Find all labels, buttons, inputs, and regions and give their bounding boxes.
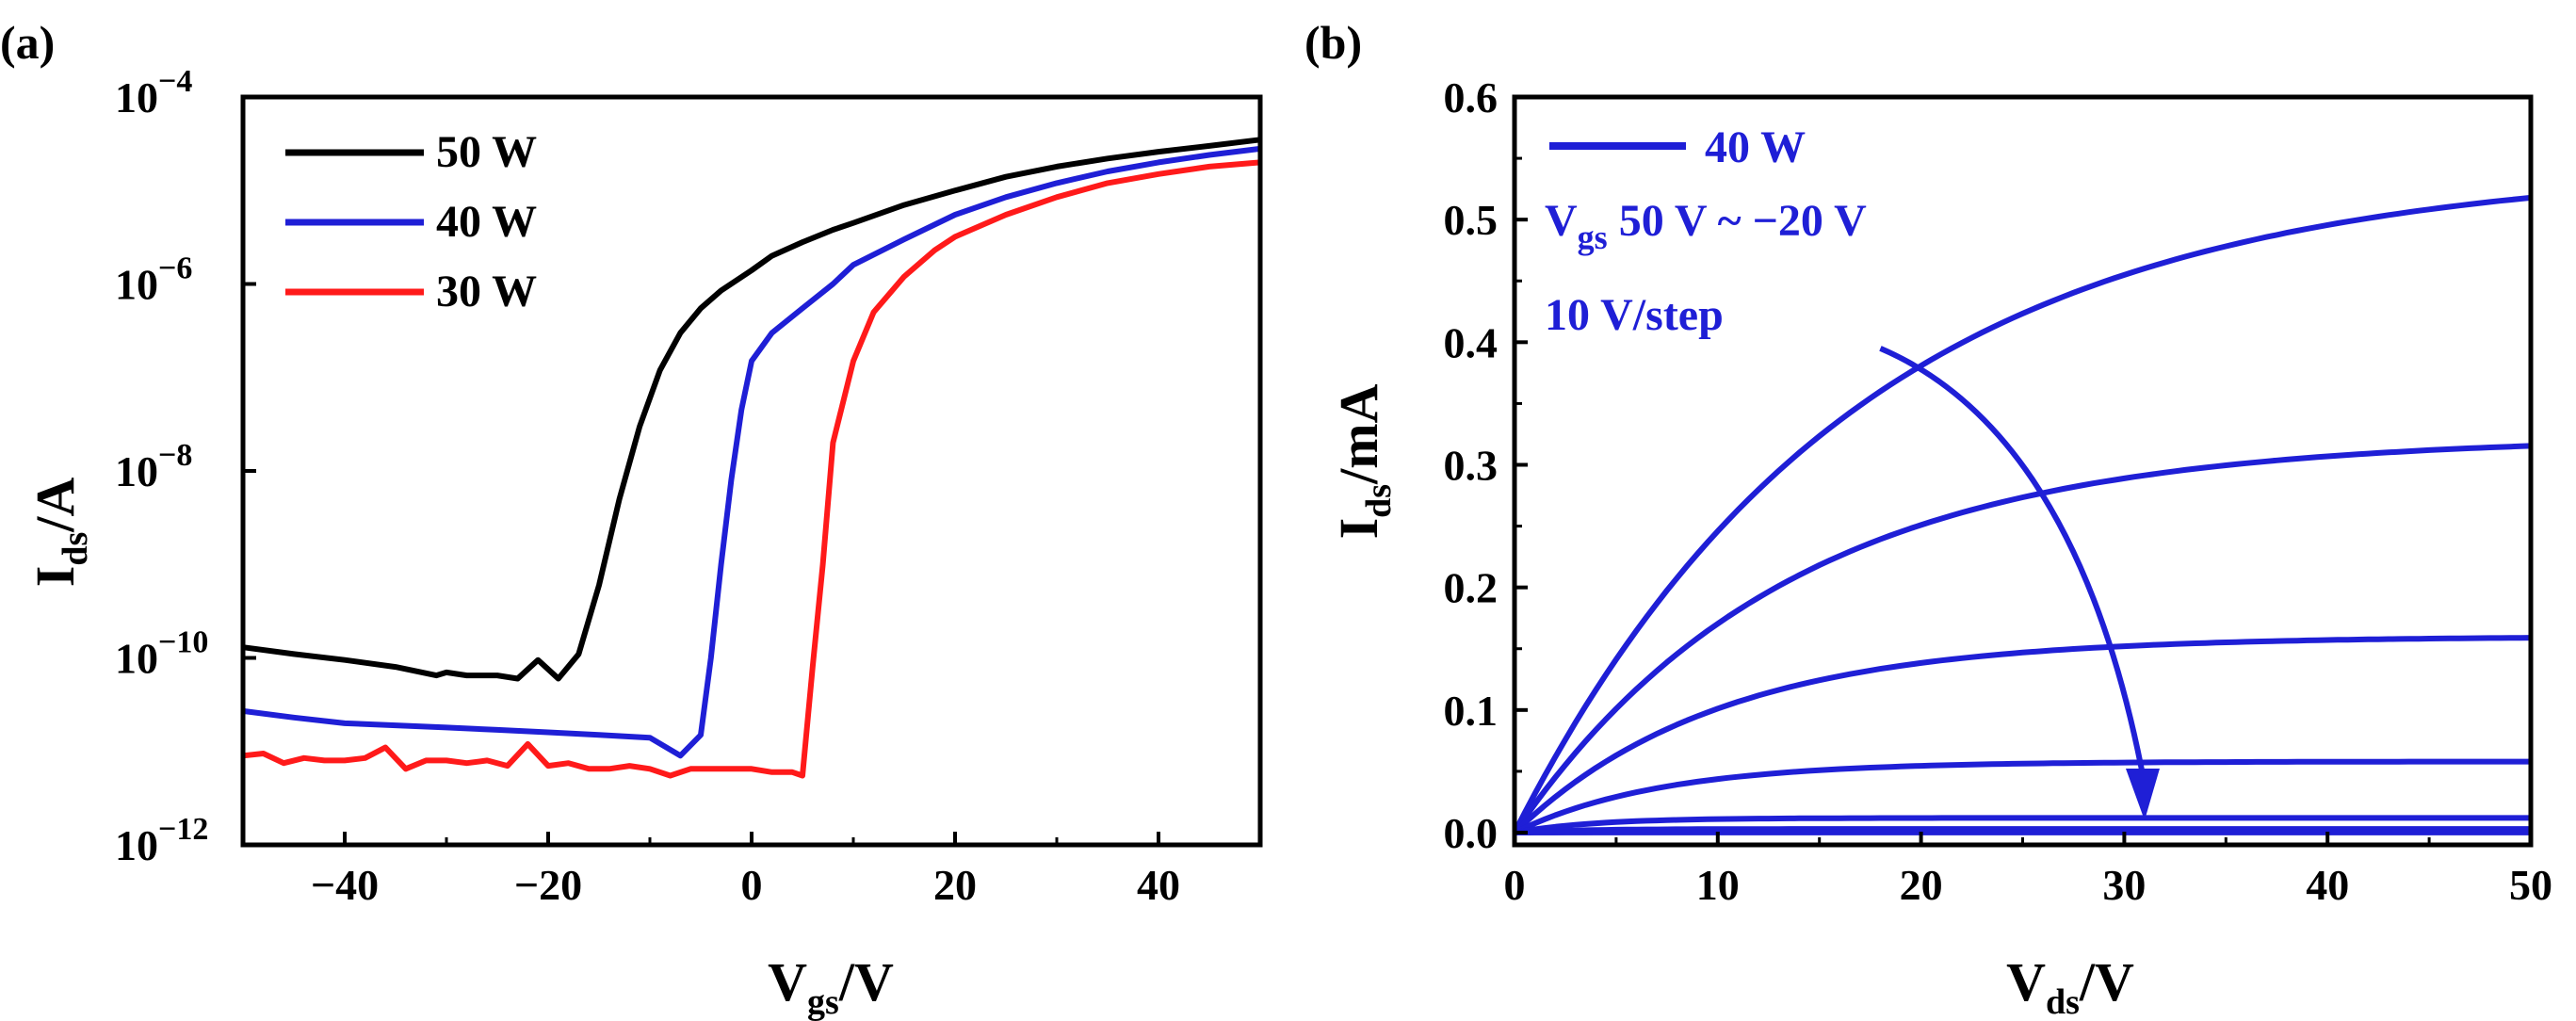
panel-a: (a) −40 −20 0 20 40 10−12 10−10 10−8 10−6 10−4 V… <box>0 16 1263 1021</box>
panel-b-x-tick-label: 20 <box>1900 861 1943 909</box>
panel-b-x-tick-label: 0 <box>1504 861 1526 909</box>
panel-a-x-tick-label: −40 <box>311 861 379 909</box>
panel-b-legend: 40 W <box>1549 122 1806 172</box>
panel-a-x-tick-label: 0 <box>741 861 763 909</box>
panel-a-plot-area <box>240 94 1263 848</box>
panel-a-y-tick-label: 10−8 <box>115 438 192 495</box>
vgs-decrease-arrow <box>1879 346 2147 786</box>
panel-a-y-axis-title: Ids/A <box>24 478 95 588</box>
legend-label-50w: 50 W <box>436 127 537 177</box>
panel-a-y-tick-label: 10−12 <box>115 812 208 869</box>
panel-b-x-tick-label: 30 <box>2102 861 2146 909</box>
panel-b-y-tick-label: 0.2 <box>1444 564 1499 612</box>
output-curve-5 <box>1514 815 2531 835</box>
panel-b-x-tick-label: 40 <box>2306 861 2349 909</box>
panel-b-y-tick-label: 0.5 <box>1444 196 1499 244</box>
panel-b-y-tick-label: 0.0 <box>1444 809 1499 857</box>
panel-b: (b) 0 10 20 30 40 50 0.0 0.1 0.2 0.3 0.4 0.5 0.6 Vd… <box>1304 16 2552 1021</box>
legend-label-b-40w: 40 W <box>1705 122 1806 172</box>
panel-a-axes-frame <box>240 94 1263 848</box>
panel-a-y-tick-labels: 10−12 10−10 10−8 10−6 10−4 <box>115 64 208 869</box>
panel-b-y-tick-labels: 0.0 0.1 0.2 0.3 0.4 0.5 0.6 <box>1444 73 1499 857</box>
panel-a-x-axis-title: Vgs/V <box>768 951 894 1021</box>
panel-b-x-axis-title: Vds/V <box>2006 951 2134 1021</box>
panel-a-y-tick-label: 10−10 <box>115 625 208 683</box>
panel-a-y-tick-label: 10−6 <box>115 251 192 309</box>
series-line-30w <box>242 159 1261 779</box>
annotation-step: 10 V/step <box>1545 290 1724 340</box>
panel-b-x-tick-label: 50 <box>2509 861 2552 909</box>
output-curve-4 <box>1513 758 2531 835</box>
panel-b-plot-area <box>1512 94 2534 848</box>
output-curve-3 <box>1512 635 2532 835</box>
panel-b-y-tick-label: 0.1 <box>1444 687 1499 735</box>
legend-label-40w: 40 W <box>436 197 537 247</box>
panel-a-x-tick-label: 20 <box>933 861 977 909</box>
panel-b-y-axis-title: Ids/mA <box>1328 383 1399 539</box>
series-line-40w <box>242 145 1261 759</box>
panel-a-y-tick-label: 10−4 <box>115 64 192 122</box>
arrow-head <box>2125 768 2160 820</box>
panel-a-legend: 50 W 40 W 30 W <box>285 127 537 316</box>
panel-a-x-tick-labels: −40 −20 0 20 40 <box>311 861 1180 909</box>
panel-b-x-tick-label: 10 <box>1696 861 1740 909</box>
panel-b-y-tick-label: 0.6 <box>1444 73 1499 122</box>
panel-label-a: (a) <box>0 16 55 69</box>
output-curve-1 <box>1512 194 2532 835</box>
annotation-vgs-range: Vgs 50 V ~ −20 V <box>1545 196 1867 256</box>
panel-a-x-tick-label: 40 <box>1137 861 1180 909</box>
output-curve-2 <box>1512 443 2532 835</box>
panel-a-x-tick-label: −20 <box>514 861 582 909</box>
panel-b-y-tick-label: 0.4 <box>1444 318 1499 366</box>
panel-label-b: (b) <box>1304 16 1362 69</box>
panel-b-y-tick-label: 0.3 <box>1444 441 1499 489</box>
legend-label-30w: 30 W <box>436 267 537 316</box>
series-line-50w <box>242 137 1261 682</box>
panel-b-x-tick-labels: 0 10 20 30 40 50 <box>1504 861 2553 909</box>
